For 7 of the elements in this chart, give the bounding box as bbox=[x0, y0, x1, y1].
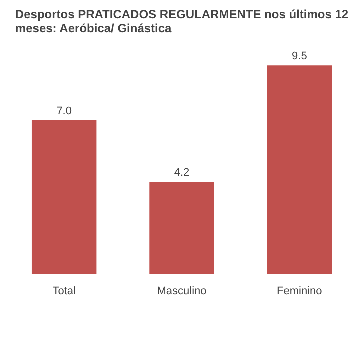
x-tick-label: Total bbox=[52, 286, 76, 298]
x-tick-label: Feminino bbox=[277, 286, 322, 298]
data-label: 9.5 bbox=[292, 50, 308, 63]
chart-title: Desportos PRATICADOS REGULARMENTE nos últimos 12 meses: Aeróbica/ Ginástica bbox=[15, 8, 349, 36]
data-label: 7.0 bbox=[56, 106, 72, 118]
data-label: 4.2 bbox=[174, 167, 190, 180]
x-tick-label: Masculino bbox=[157, 286, 207, 298]
